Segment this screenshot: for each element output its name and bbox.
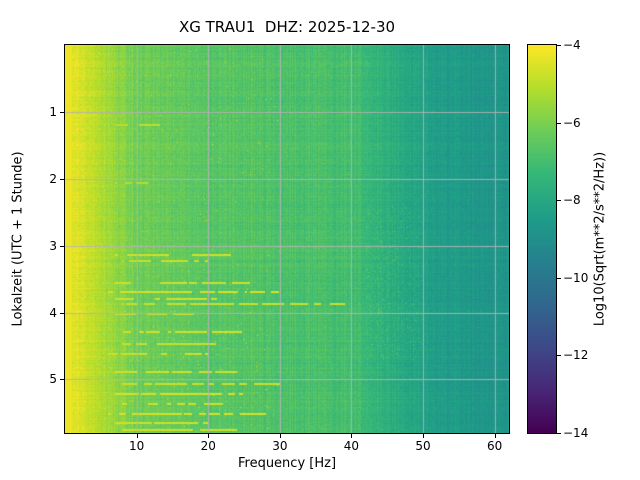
colorbar-label: Log10(Sqrt(m**2/s**2/Hz)) [592,151,608,327]
x-tick-mark [494,434,496,438]
spectrogram-image [65,45,509,433]
colorbar-tick-label: −8 [563,193,581,208]
y-tick-mark [60,245,64,247]
y-tick-mark [60,379,64,381]
colorbar-tick-label: −12 [563,348,589,363]
y-tick-label: 3 [49,238,57,253]
colorbar-tick-label: −6 [563,115,581,130]
colorbar-tick-mark [557,200,561,202]
colorbar-tick-label: −4 [563,38,581,52]
colorbar-tick-label: −10 [563,270,589,285]
y-tick-label: 5 [49,372,57,387]
x-tick-label: 10 [128,439,145,453]
x-tick-mark [423,434,425,438]
colorbar-tick-mark [557,355,561,357]
y-tick-mark [60,312,64,314]
x-tick-mark [208,434,210,438]
colorbar-tick-mark [557,433,561,434]
y-tick-label: 1 [49,104,57,119]
colorbar-tick-mark [557,122,561,124]
x-tick-mark [136,434,138,438]
x-tick-mark [279,434,281,438]
colorbar-tick-mark [557,277,561,279]
x-tick-label: 40 [343,439,360,453]
colorbar-tick-mark [557,45,561,46]
x-tick-mark [351,434,353,438]
y-tick-label: 4 [49,305,57,320]
y-tick-mark [60,178,64,180]
x-tick-label: 50 [415,439,431,453]
chart-title: XG TRAU1 DHZ: 2025-12-30 [178,18,396,36]
colorbar [527,44,557,434]
y-tick-mark [60,111,64,113]
y-tick-label: 2 [49,171,57,186]
x-tick-label: 20 [200,439,216,453]
x-tick-label: 30 [272,439,288,453]
x-tick-label: 60 [487,439,503,453]
plot-area [64,44,510,434]
colorbar-tick-label: −14 [563,426,589,440]
x-axis-title: Frequency [Hz] [237,456,337,471]
colorbar-gradient [528,45,556,433]
y-axis-title: Lokalzeit (UTC + 1 Stunde) [10,151,26,327]
